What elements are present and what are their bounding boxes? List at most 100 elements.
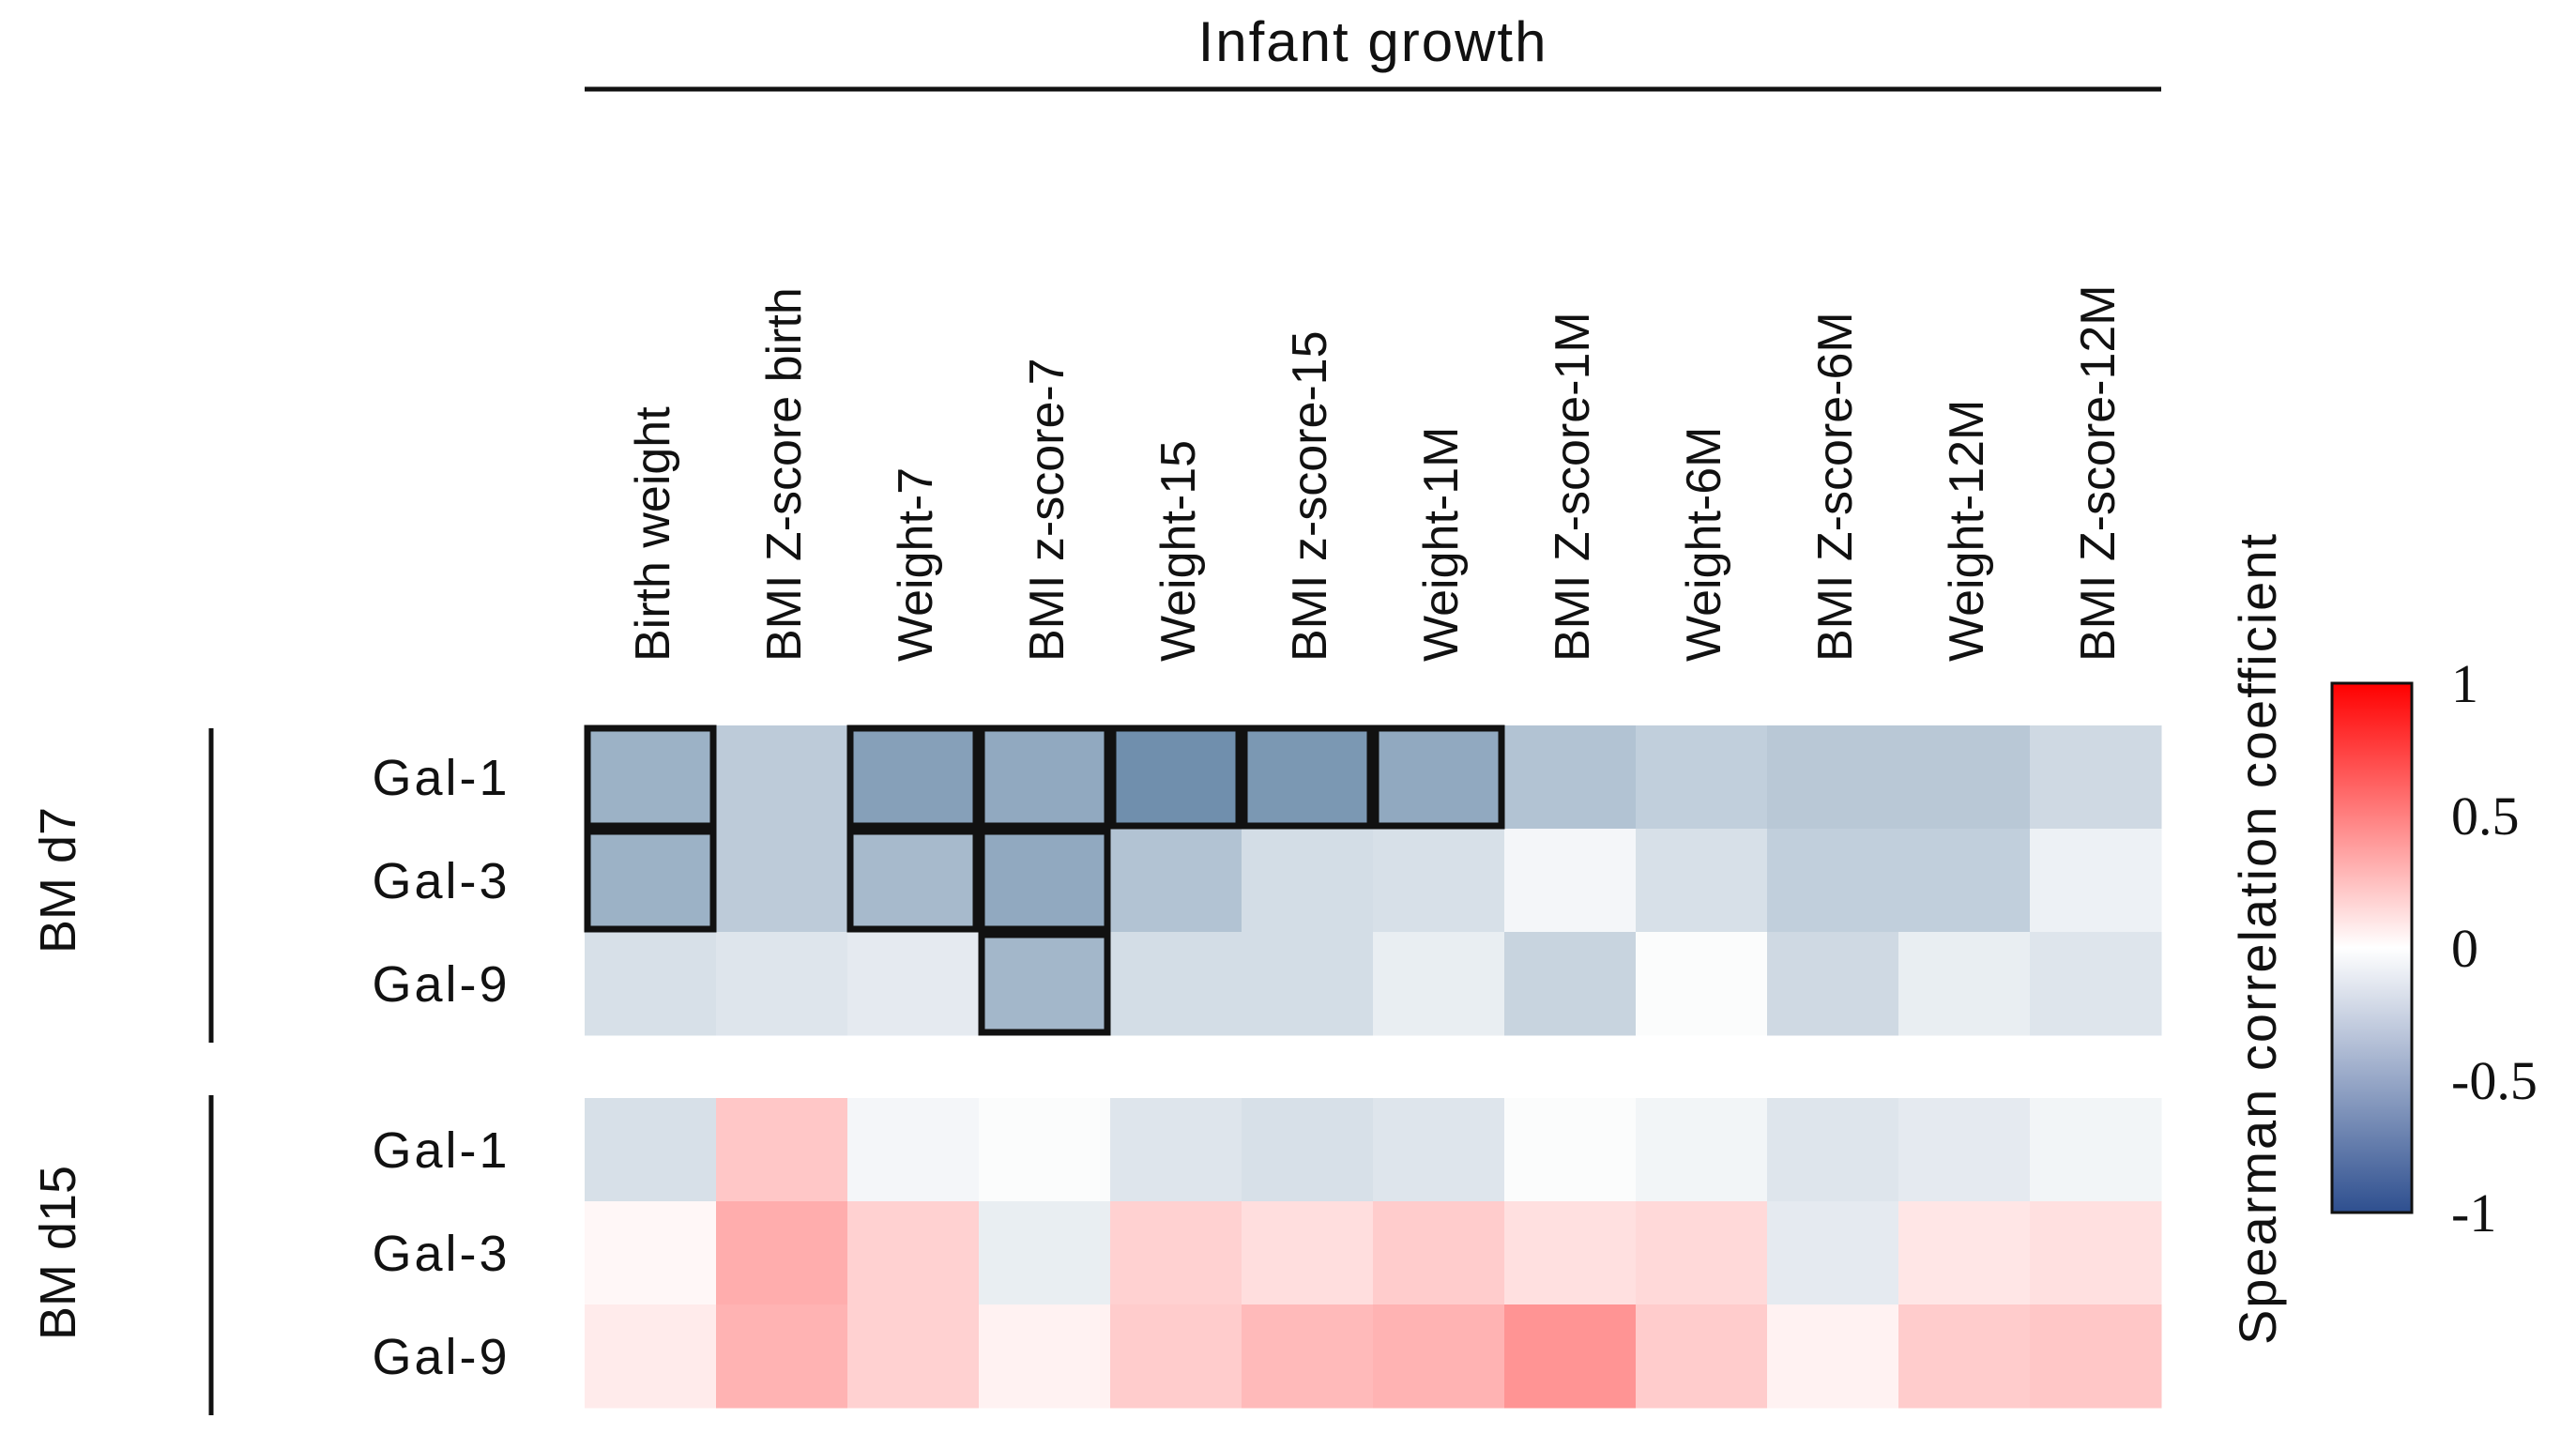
heatmap-cell [1636, 932, 1768, 1036]
significant-cell-outline [978, 931, 1111, 1036]
column-label: BMI z-score-7 [1020, 358, 1075, 662]
heatmap-cell [1767, 932, 1899, 1036]
heatmap-cell [716, 1201, 848, 1305]
heatmap-cell [1373, 829, 1505, 933]
row-label: Gal-3 [372, 853, 510, 909]
group-labels: BM d7 BM d15 [30, 728, 214, 1415]
significant-cell-outline [846, 725, 980, 830]
column-label: Weight-1M [1414, 427, 1469, 662]
heatmap-cell [2030, 829, 2162, 933]
colorbar-gradient [2330, 681, 2414, 1214]
heatmap-cell [1373, 932, 1505, 1036]
heatmap-cell [1373, 1304, 1505, 1409]
significant-cell-outline [1372, 725, 1505, 830]
colorbar: 1 0.5 0 -0.5 -1 Spearman correlation coeffici… [2228, 532, 2538, 1345]
heatmap-cell [1504, 932, 1637, 1036]
heatmap-cell [1636, 725, 1768, 830]
heatmap-cell [847, 1304, 980, 1409]
heatmap-cell [847, 1098, 980, 1202]
heatmap-cell [1110, 932, 1242, 1036]
significant-cell-outline [584, 828, 717, 933]
heatmap-cell [1767, 829, 1899, 933]
heatmap-cell [1504, 1098, 1637, 1202]
heatmap-cell [1898, 829, 2031, 933]
heatmap-cell [1110, 1201, 1242, 1305]
heatmap-cell [1636, 1304, 1768, 1409]
heatmap-cell [1242, 1201, 1374, 1305]
column-label: BMI z-score-15 [1283, 330, 1337, 662]
heatmap-cell [1767, 725, 1899, 830]
heatmap-cell [979, 932, 1111, 1036]
heatmap-cell [1636, 1201, 1768, 1305]
column-labels: Birth weight BMI Z-score birth Weight-7 BMI… [626, 284, 2126, 662]
column-label: Weight-6M [1677, 427, 1731, 662]
heatmap-cell [585, 1098, 717, 1202]
chart-title: Infant growth [1198, 10, 1548, 73]
significant-cell-outline [584, 725, 717, 830]
colorbar-tick-label: 0 [2451, 918, 2478, 979]
heatmap-cell [979, 829, 1111, 933]
column-label: Birth weight [626, 406, 680, 662]
significant-cell-outline [1109, 725, 1242, 830]
heatmap-cell [979, 725, 1111, 830]
row-label: Gal-9 [372, 956, 510, 1013]
heatmap-cell [1242, 1098, 1374, 1202]
heatmap-cell [1242, 829, 1374, 933]
row-label: Gal-1 [372, 1122, 510, 1179]
heatmap-cells [585, 725, 2162, 1409]
group-label: BM d7 [30, 807, 86, 953]
significant-cell-outline [978, 828, 1111, 933]
colorbar-tick-label: 0.5 [2451, 786, 2520, 847]
heatmap-cell [1504, 1304, 1637, 1409]
heatmap-cell [847, 829, 980, 933]
heatmap-cell [979, 1201, 1111, 1305]
heatmap-cell [847, 932, 980, 1036]
heatmap-cell [1504, 1201, 1637, 1305]
heatmap-cell [1504, 829, 1637, 933]
column-label: BMI Z-score-12M [2071, 284, 2126, 662]
heatmap-cell [1373, 1098, 1505, 1202]
significance-outlines [584, 725, 1505, 1036]
colorbar-tick-label: -0.5 [2451, 1050, 2538, 1111]
heatmap-cell [1898, 1201, 2031, 1305]
heatmap-cell [1242, 725, 1374, 830]
significant-cell-outline [1241, 725, 1374, 830]
row-labels: Gal-1 Gal-3 Gal-9 Gal-1 Gal-3 Gal-9 [372, 750, 510, 1385]
heatmap-cell [1767, 1098, 1899, 1202]
heatmap-cell [1636, 829, 1768, 933]
heatmap-cell [1898, 1098, 2031, 1202]
heatmap-cell [716, 725, 848, 830]
heatmap-cell [1898, 1304, 2031, 1409]
heatmap-cell [1110, 1098, 1242, 1202]
heatmap-cell [1373, 725, 1505, 830]
heatmap-cell [2030, 725, 2162, 830]
colorbar-label: Spearman correlation coefficient [2228, 532, 2287, 1345]
heatmap-cell [585, 725, 717, 830]
significant-cell-outline [978, 725, 1111, 830]
colorbar-tick-label: -1 [2451, 1182, 2496, 1243]
column-label: BMI Z-score-6M [1808, 312, 1863, 662]
heatmap-cell [847, 725, 980, 830]
row-label: Gal-1 [372, 750, 510, 806]
heatmap-cell [1767, 1201, 1899, 1305]
heatmap-cell [1110, 1304, 1242, 1409]
colorbar-tick-label: 1 [2451, 653, 2478, 714]
heatmap-cell [716, 1304, 848, 1409]
row-label: Gal-3 [372, 1226, 510, 1282]
heatmap-cell [979, 1098, 1111, 1202]
significant-cell-outline [846, 828, 980, 933]
heatmap-cell [1373, 1201, 1505, 1305]
heatmap-cell [1242, 932, 1374, 1036]
heatmap-cell [1767, 1304, 1899, 1409]
heatmap-cell [585, 1201, 717, 1305]
heatmap-cell [1242, 1304, 1374, 1409]
row-label: Gal-9 [372, 1329, 510, 1385]
group-label: BM d15 [30, 1166, 86, 1340]
heatmap-cell [1898, 725, 2031, 830]
heatmap-cell [2030, 1098, 2162, 1202]
heatmap-cell [2030, 1201, 2162, 1305]
heatmap-cell [585, 1304, 717, 1409]
heatmap-cell [585, 829, 717, 933]
column-label: BMI Z-score birth [757, 287, 812, 662]
